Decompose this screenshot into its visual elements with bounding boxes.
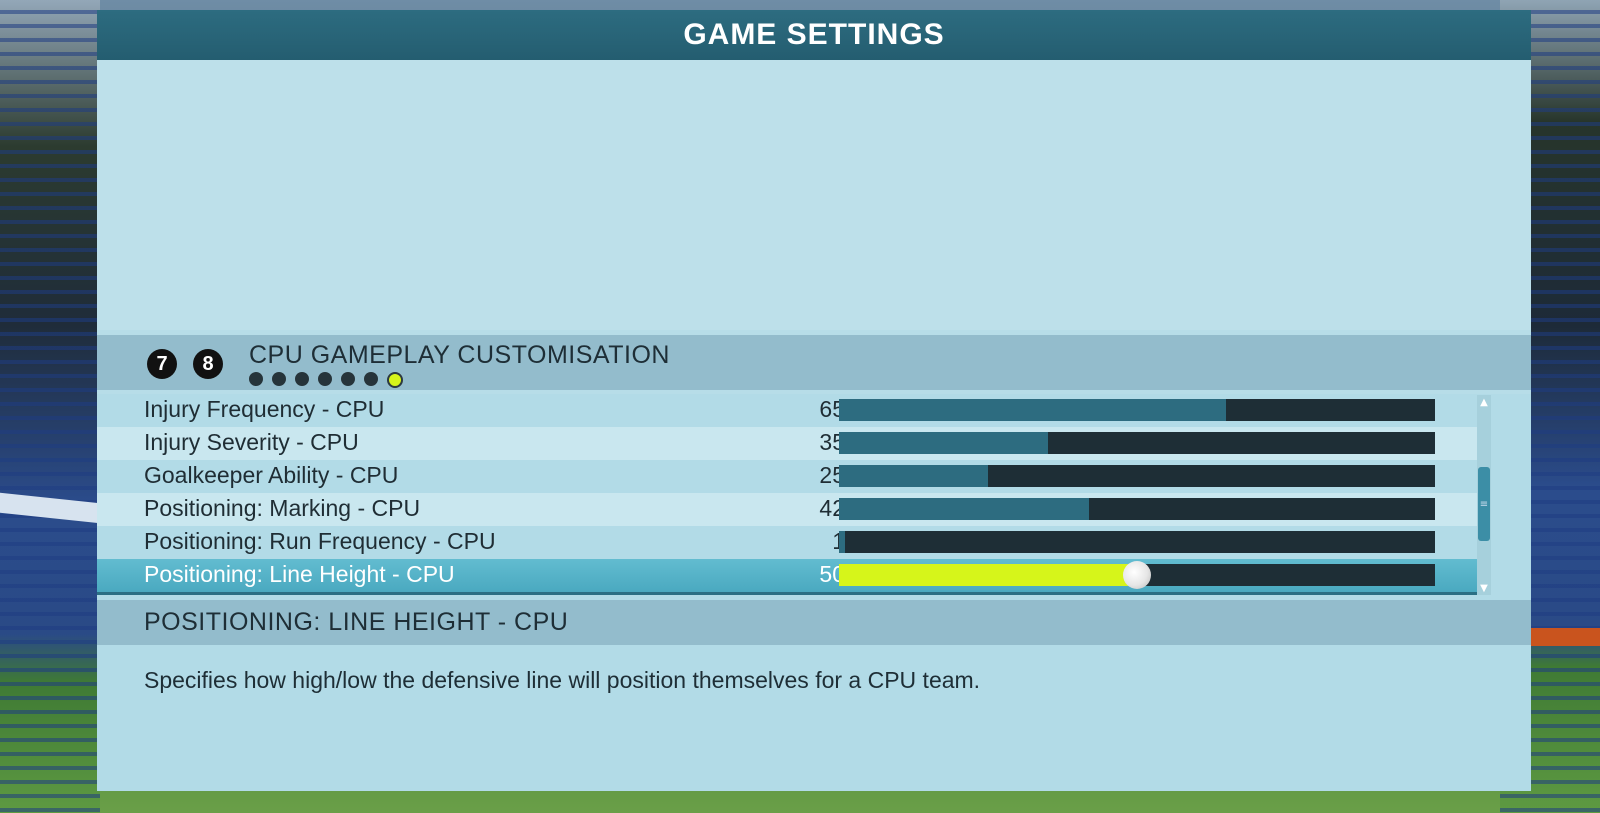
slider-fill (839, 432, 1048, 454)
description-text: Specifies how high/low the defensive lin… (144, 667, 981, 693)
setting-slider[interactable] (839, 399, 1435, 421)
setting-slider[interactable] (839, 498, 1435, 520)
preview-area (97, 60, 1531, 330)
setting-slider[interactable] (839, 465, 1435, 487)
setting-label: Positioning: Line Height - CPU (144, 561, 455, 587)
page-dot (272, 372, 286, 386)
section-title: CPU GAMEPLAY CUSTOMISATION (249, 341, 670, 369)
slider-fill (839, 564, 1137, 586)
page-dot (387, 372, 403, 388)
setting-row[interactable]: Injury Frequency - CPU 65 (97, 394, 1487, 427)
slider-fill (839, 531, 845, 553)
setting-label: Injury Severity - CPU (144, 429, 359, 455)
setting-label: Goalkeeper Ability - CPU (144, 462, 399, 488)
next-section-button[interactable]: 8 (193, 349, 223, 379)
setting-label: Injury Frequency - CPU (144, 396, 385, 422)
settings-list: Injury Frequency - CPU 65 Injury Severity … (97, 394, 1531, 616)
setting-label: Positioning: Marking - CPU (144, 495, 421, 521)
setting-row[interactable]: Goalkeeper Ability - CPU 25 (97, 460, 1487, 493)
setting-row[interactable]: Positioning: Run Frequency - CPU1 (97, 526, 1487, 559)
section-bar: 7 8 CPU GAMEPLAY CUSTOMISATION (97, 335, 1531, 390)
game-settings-panel: GAME SETTINGS 7 8 CPU GAMEPLAY CUSTOMISA… (97, 10, 1531, 791)
stadium-background-left (0, 0, 100, 813)
setting-slider[interactable] (839, 531, 1435, 553)
scroll-down-arrow-icon[interactable]: ▼ (1480, 582, 1488, 594)
slider-thumb[interactable] (1123, 561, 1151, 589)
description-body: Specifies how high/low the defensive lin… (97, 645, 1531, 791)
setting-row[interactable]: Positioning: Marking - CPU 42 (97, 493, 1487, 526)
page-dot (295, 372, 309, 386)
description-title: POSITIONING: LINE HEIGHT - CPU (144, 608, 569, 636)
page-indicator (249, 372, 403, 388)
scroll-thumb[interactable]: ≡ (1478, 467, 1490, 541)
page-dot (318, 372, 332, 386)
panel-header: GAME SETTINGS (97, 10, 1531, 60)
setting-row[interactable]: Injury Severity - CPU 35 (97, 427, 1487, 460)
slider-fill (839, 399, 1227, 421)
page-title: GAME SETTINGS (683, 18, 945, 51)
setting-slider[interactable] (839, 561, 1435, 589)
settings-scrollbar[interactable]: ▲ ≡ ▼ (1477, 395, 1491, 595)
prev-section-button[interactable]: 7 (147, 349, 177, 379)
slider-fill (839, 465, 988, 487)
slider-fill (839, 498, 1090, 520)
description-title-bar: POSITIONING: LINE HEIGHT - CPU (97, 600, 1531, 645)
setting-slider[interactable] (839, 432, 1435, 454)
page-dot (249, 372, 263, 386)
setting-row[interactable]: Positioning: Line Height - CPU 50 (97, 559, 1487, 595)
setting-label: Positioning: Run Frequency - CPU (144, 528, 496, 554)
scroll-up-arrow-icon[interactable]: ▲ (1480, 396, 1488, 408)
page-dot (364, 372, 378, 386)
page-dot (341, 372, 355, 386)
